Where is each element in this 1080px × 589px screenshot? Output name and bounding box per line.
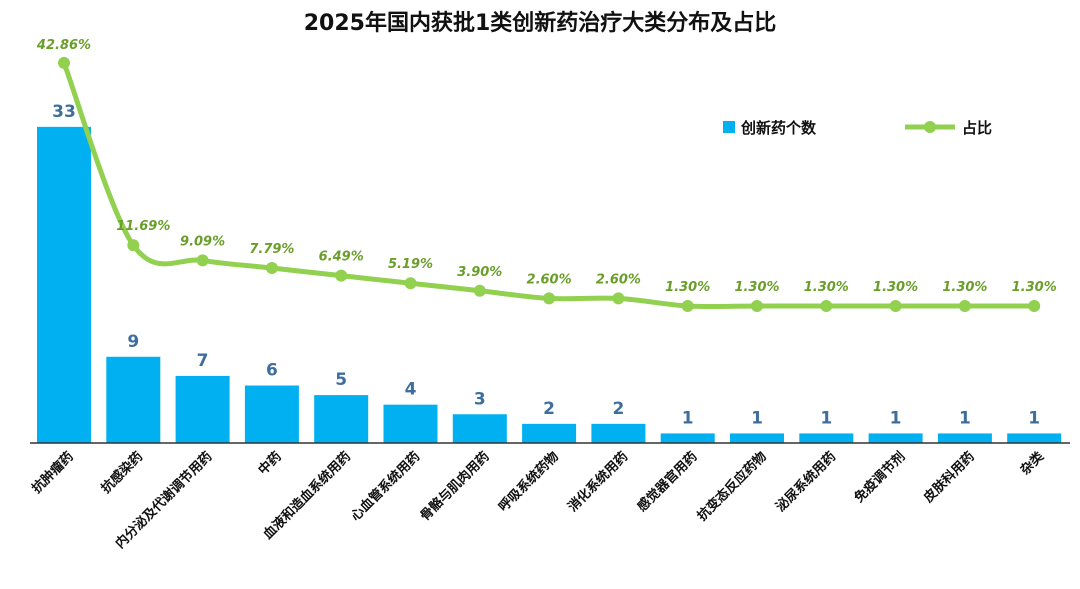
bar	[937, 433, 992, 443]
bar-value-label: 1	[820, 408, 832, 428]
ratio-label: 1.30%	[734, 280, 779, 295]
bar-value-label: 1	[1028, 408, 1040, 428]
bar-value-label: 3	[474, 389, 486, 409]
category-label: 抗感染药	[98, 449, 146, 497]
bar	[522, 423, 577, 443]
ratio-point	[473, 284, 486, 297]
legend: 创新药个数 占比	[723, 119, 992, 137]
ratio-label: 2.60%	[527, 272, 572, 287]
bar	[383, 404, 438, 443]
ratio-label: 42.86%	[36, 38, 91, 53]
ratio-point	[820, 300, 833, 312]
bar	[799, 433, 854, 443]
ratio-point	[612, 292, 625, 305]
ratio-point	[889, 300, 902, 312]
category-label: 抗肿瘤药	[29, 449, 77, 497]
bar	[660, 433, 715, 443]
legend-bar-swatch	[723, 121, 735, 133]
ratio-point	[196, 254, 209, 267]
bar-value-label: 1	[890, 408, 902, 428]
bar-value-label: 9	[127, 332, 139, 352]
category-label: 中药	[255, 449, 285, 479]
ratio-line	[61, 61, 1035, 310]
ratio-point	[681, 300, 694, 312]
ratio-label: 9.09%	[180, 234, 225, 249]
category-label: 呼吸系统药物	[495, 449, 561, 515]
bar-value-label: 2	[543, 399, 555, 419]
bar	[730, 433, 784, 443]
ratio-label: 7.79%	[249, 242, 294, 257]
legend-bar-label: 创新药个数	[740, 119, 817, 137]
bar-value-label: 4	[405, 380, 417, 400]
ratio-label: 11.69%	[116, 219, 170, 234]
chart-title: 2025年国内获批1类创新药治疗大类分布及占比	[304, 10, 777, 36]
bar-value-label: 6	[266, 361, 278, 381]
category-label: 杂类	[1017, 448, 1047, 478]
ratio-label: 1.30%	[942, 280, 987, 295]
ratio-point	[335, 269, 348, 282]
category-label: 心血管系统用药	[348, 449, 424, 525]
category-label: 感觉器官用药	[634, 449, 700, 515]
ratio-label: 2.60%	[596, 272, 641, 287]
ratio-point	[751, 300, 763, 312]
bar-value-label: 1	[682, 408, 694, 428]
category-label: 泌尿系统用药	[773, 449, 839, 515]
category-label: 消化系统用药	[565, 449, 631, 515]
ratio-label: 1.30%	[804, 280, 849, 295]
ratio-label: 1.30%	[665, 280, 710, 295]
ratio-point	[1028, 300, 1041, 312]
ratio-label: 3.90%	[457, 265, 502, 280]
bar	[868, 433, 923, 443]
ratio-point	[265, 262, 278, 275]
bar	[591, 423, 646, 443]
bar	[106, 356, 161, 443]
legend-line-marker	[924, 121, 936, 133]
ratio-point	[958, 300, 971, 312]
ratio-point	[58, 56, 70, 69]
bar-value-label: 1	[751, 408, 763, 428]
category-label: 皮肤科用药	[920, 449, 978, 507]
bar	[244, 385, 299, 443]
bar	[314, 395, 369, 443]
ratio-label: 1.30%	[873, 280, 918, 295]
bar	[1007, 433, 1062, 443]
category-label: 免疫调节剂	[851, 449, 908, 506]
bar-value-label: 2	[612, 399, 624, 419]
legend-line-label: 占比	[962, 119, 992, 137]
bar	[175, 375, 230, 443]
bar-value-label: 1	[959, 408, 971, 428]
ratio-label: 1.30%	[1012, 280, 1057, 295]
ratio-point	[127, 239, 140, 252]
bar-value-label: 33	[52, 102, 76, 122]
ratio-point	[404, 277, 417, 290]
bar-value-label: 5	[335, 370, 347, 390]
bar	[37, 126, 91, 444]
ratio-label: 6.49%	[319, 250, 364, 265]
bar	[452, 414, 507, 443]
ratio-point	[543, 292, 556, 305]
bar-value-label: 7	[197, 351, 209, 371]
category-label: 抗变态反应药物	[694, 449, 770, 525]
category-label: 骨骼与肌肉用药	[417, 449, 493, 525]
ratio-label: 5.19%	[388, 257, 433, 272]
